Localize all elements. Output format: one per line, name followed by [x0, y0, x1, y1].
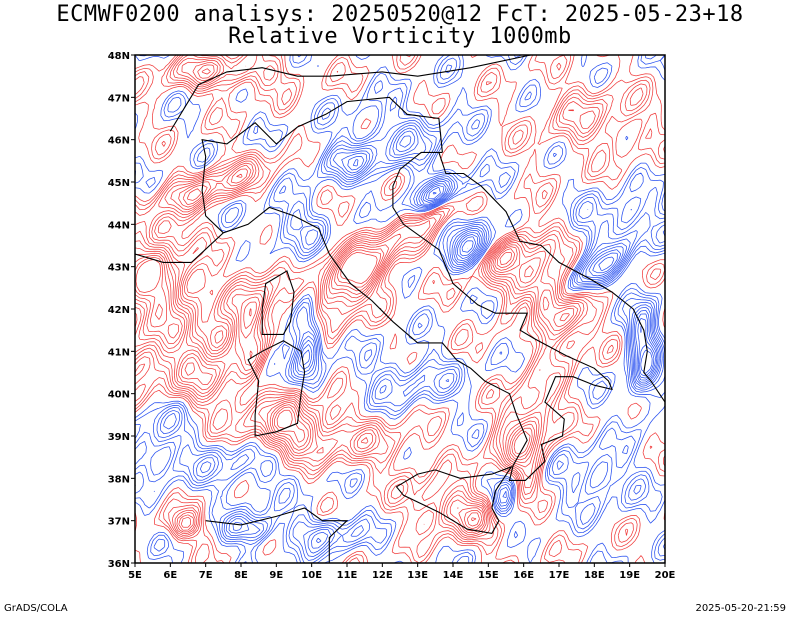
- sicily-coastline: [395, 465, 513, 535]
- title-line-1: ECMWF0200 analisys: 20250520@12 FcT: 202…: [56, 2, 744, 27]
- negative-contour: [302, 135, 658, 381]
- balkan-coastline: [438, 152, 665, 403]
- italy-coastline: [191, 151, 613, 481]
- lon-tick-label: 10E: [301, 570, 322, 581]
- positive-contour: [135, 55, 665, 541]
- lat-tick-label: 39N: [108, 432, 130, 443]
- title-line-2: Relative Vorticity 1000mb: [228, 24, 572, 49]
- lon-tick-label: 19E: [619, 570, 640, 581]
- negative-contour: [352, 159, 656, 379]
- positive-contour: [135, 248, 533, 527]
- positive-contour: [135, 252, 531, 522]
- lon-tick-label: 15E: [478, 570, 499, 581]
- lat-tick-label: 48N: [108, 51, 130, 62]
- positive-contour: [135, 68, 570, 530]
- lon-tick-label: 9E: [269, 570, 283, 581]
- lat-tick-label: 45N: [108, 178, 130, 189]
- france-coastline: [135, 253, 192, 263]
- corsica-coastline: [261, 270, 295, 335]
- lat-tick-label: 38N: [108, 474, 130, 485]
- negative-contour: [135, 55, 665, 563]
- lat-tick-label: 43N: [108, 263, 130, 274]
- positive-contour: [135, 57, 600, 537]
- lon-tick-label: 8E: [234, 570, 248, 581]
- lat-tick-label: 42N: [108, 305, 130, 316]
- lon-tick-label: 20E: [655, 570, 676, 581]
- negative-contour: [232, 130, 659, 544]
- lat-tick-label: 37N: [108, 517, 130, 528]
- lon-tick-label: 13E: [407, 570, 428, 581]
- negative-contour: [160, 122, 665, 557]
- lon-tick-label: 6E: [163, 570, 177, 581]
- vorticity-contours: [135, 55, 665, 563]
- positive-contour: [135, 55, 644, 539]
- negative-contour: [432, 192, 655, 377]
- positive-contour: [135, 55, 665, 563]
- italy-land-border: [201, 96, 443, 234]
- positive-contour: [135, 55, 665, 563]
- positive-contour: [135, 55, 665, 563]
- lon-tick-label: 18E: [584, 570, 605, 581]
- lon-tick-label: 16E: [513, 570, 534, 581]
- lat-tick-label: 40N: [108, 390, 130, 401]
- lon-tick-label: 12E: [372, 570, 393, 581]
- lat-tick-label: 36N: [108, 559, 130, 570]
- negative-contour: [135, 55, 665, 563]
- axis-ticks: 5E 6E 7E 8E 9E 10E 11E 12E 13E 14E 15E 16E 17E 18E 19E…: [108, 51, 676, 581]
- lon-tick-label: 5E: [128, 570, 142, 581]
- footer-credit: GrADS/COLA: [4, 603, 68, 614]
- lat-tick-label: 47N: [108, 93, 130, 104]
- lat-tick-label: 41N: [108, 347, 130, 358]
- negative-contour: [163, 124, 665, 554]
- negative-contour: [135, 64, 665, 561]
- alpine-borders: [169, 55, 531, 132]
- lat-tick-label: 44N: [108, 220, 130, 231]
- footer-timestamp: 2025-05-20-21:59: [695, 603, 786, 614]
- coastlines-borders: [135, 55, 665, 563]
- lon-tick-label: 11E: [337, 570, 358, 581]
- lon-tick-label: 14E: [443, 570, 464, 581]
- lon-tick-label: 7E: [199, 570, 213, 581]
- sardinia-coastline: [247, 340, 306, 437]
- lon-tick-label: 17E: [549, 570, 570, 581]
- africa-coastline: [205, 507, 349, 563]
- lat-tick-label: 46N: [108, 136, 130, 147]
